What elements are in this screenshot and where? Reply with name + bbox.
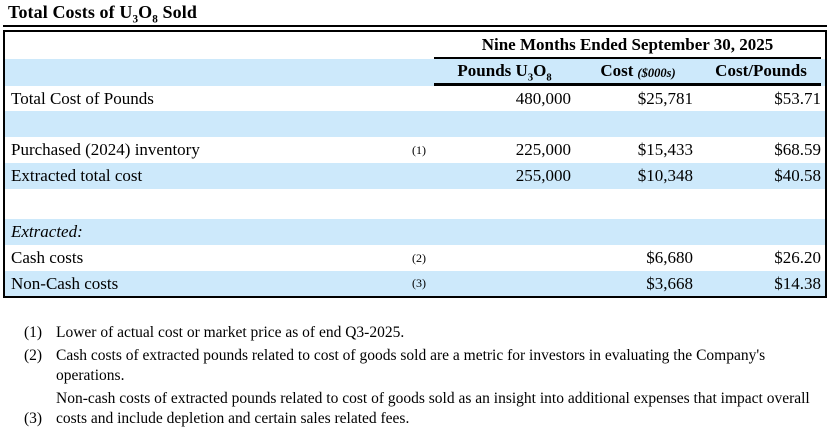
- table-row-extracted-total-cost: Extracted total cost 255,000 $10,348 $40…: [5, 163, 825, 189]
- table-row-period: Nine Months Ended September 30, 2025: [5, 32, 825, 59]
- column-header-pounds: Pounds U3O8: [434, 59, 575, 86]
- cost-per-pound-value: $40.58: [774, 166, 821, 185]
- cost-value: $6,680: [646, 248, 693, 267]
- row-label: Non-Cash costs: [11, 273, 119, 293]
- footnote-marker: (1): [24, 324, 43, 341]
- row-note: (1): [412, 142, 426, 157]
- cost-value: $15,433: [637, 140, 693, 159]
- pounds-value: 225,000: [515, 140, 571, 159]
- period-header: Nine Months Ended September 30, 2025: [434, 32, 821, 59]
- cost-per-pound-value: $26.20: [774, 248, 821, 267]
- page-title: Total Costs of U3O8 Sold: [3, 2, 827, 27]
- pounds-value: 255,000: [515, 166, 571, 185]
- cost-per-pound-value: $68.59: [774, 140, 821, 159]
- table-row-empty: [5, 111, 825, 137]
- page-title-text2: O: [138, 2, 153, 22]
- page-title-sub3: 3: [132, 13, 139, 26]
- cost-value: $3,668: [646, 273, 693, 293]
- table-row-extracted-section: Extracted:: [5, 219, 825, 245]
- table-row-cash-costs: Cash costs (2) $6,680 $26.20: [5, 245, 825, 271]
- footnote-2: (2) Cash costs of extracted pounds relat…: [24, 346, 814, 386]
- footnote-3: (3) Non-cash costs of extracted pounds r…: [24, 389, 814, 429]
- row-note: (3): [412, 276, 426, 290]
- page-title-text: Total Costs of U: [8, 2, 133, 22]
- row-label: Extracted total cost: [11, 166, 143, 185]
- row-label: Extracted:: [11, 222, 83, 241]
- table-row-total-cost-of-pounds: Total Cost of Pounds 480,000 $25,781 $53…: [5, 86, 825, 111]
- cost-per-pound-value: $53.71: [774, 88, 821, 108]
- footnote-text: Non-cash costs of extracted pounds relat…: [56, 390, 810, 427]
- row-note: (2): [412, 250, 426, 265]
- cost-unit-label: ($000s): [637, 65, 676, 80]
- footnote-text: Lower of actual cost or market price as …: [56, 324, 405, 341]
- page-title-sub8: 8: [152, 13, 158, 26]
- pounds-value: 480,000: [515, 88, 571, 108]
- cost-per-pound-value: $14.38: [774, 273, 821, 293]
- cost-value: $10,348: [637, 166, 693, 185]
- table-row-purchased-inventory: Purchased (2024) inventory (1) 225,000 $…: [5, 137, 825, 163]
- footnotes: (1) Lower of actual cost or market price…: [24, 323, 814, 432]
- footnote-text: Cash costs of extracted pounds related t…: [56, 347, 766, 384]
- row-label: Cash costs: [11, 248, 84, 267]
- page-title-text3: Sold: [157, 2, 197, 22]
- footnote-1: (1) Lower of actual cost or market price…: [24, 323, 814, 343]
- cost-value: $25,781: [637, 88, 693, 108]
- table-row-column-headers: Pounds U3O8 Cost ($000s) Cost/Pounds: [5, 59, 825, 86]
- table-row-empty: [5, 189, 825, 219]
- footnote-marker: (2): [24, 347, 43, 364]
- column-header-cost: Cost ($000s): [575, 59, 701, 86]
- table-row-non-cash-costs: Non-Cash costs (3) $3,668 $14.38: [5, 271, 825, 296]
- footnote-marker: (3): [24, 410, 43, 427]
- column-header-cost-per-pound: Cost/Pounds: [701, 59, 821, 86]
- costs-table: Nine Months Ended September 30, 2025 Pou…: [3, 30, 827, 298]
- row-label: Purchased (2024) inventory: [11, 140, 200, 159]
- row-label: Total Cost of Pounds: [11, 88, 154, 108]
